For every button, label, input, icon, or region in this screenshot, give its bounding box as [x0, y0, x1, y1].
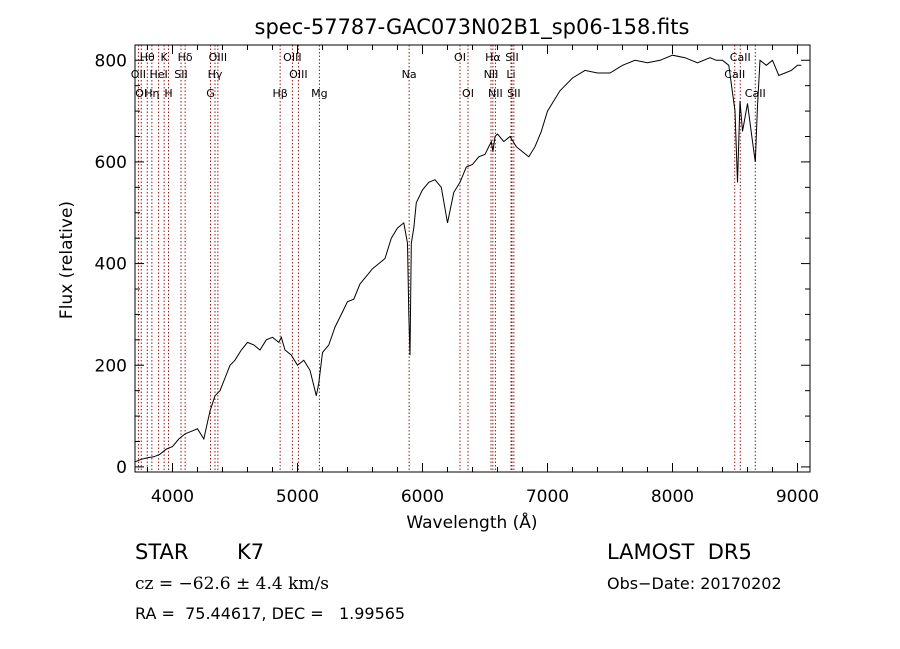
x-tick-label: 9000: [776, 487, 819, 507]
x-tick-label: 7000: [526, 487, 569, 507]
x-tick-label: 4000: [151, 487, 194, 507]
y-axis-ticks: 0 200 400 600 800: [95, 51, 810, 478]
chart-title: spec-57787-GAC073N02B1_sp06-158.fits: [255, 15, 690, 40]
line-marker-label: Li: [506, 68, 515, 81]
survey-name: LAMOST DR5: [607, 540, 752, 564]
line-marker-label: Na: [402, 68, 417, 81]
y-tick-label: 0: [116, 458, 127, 478]
line-marker-label: Hθ: [140, 51, 155, 64]
x-tick-label: 6000: [401, 487, 444, 507]
line-marker-label: SII: [174, 68, 187, 81]
x-tick-label: 8000: [651, 487, 694, 507]
line-marker-label: Hα: [485, 51, 501, 64]
y-tick-label: 400: [95, 255, 127, 275]
velocity: cz = −62.6 ± 4.4 km/s: [135, 574, 329, 594]
line-marker-label: CaII: [724, 68, 745, 81]
line-marker-label: NII: [484, 68, 499, 81]
x-tick-label: 5000: [276, 487, 319, 507]
line-marker-label: OII: [131, 68, 146, 81]
spectrum-line: [134, 54, 802, 463]
line-marker-label: H: [164, 87, 172, 100]
line-marker-label: Hβ: [272, 87, 287, 100]
line-marker-label: Hη: [144, 87, 159, 100]
line-marker-label: HeI: [149, 68, 167, 81]
x-axis-label: Wavelength (Å): [406, 511, 537, 533]
line-marker-label: NII: [488, 87, 503, 100]
line-marker-label: K: [161, 51, 169, 64]
plot-frame: [134, 44, 811, 473]
line-markers: [137, 45, 756, 472]
line-marker-label: Hγ: [208, 68, 223, 81]
y-tick-label: 600: [95, 153, 127, 173]
line-marker-label: G: [206, 87, 215, 100]
line-marker-label: OIII: [209, 51, 227, 64]
line-marker-label: OI: [135, 87, 147, 100]
line-marker-label: SII: [507, 87, 520, 100]
line-marker-labels: OIIOIHθHηHeIKHSIIHδGHγOIIIHβOIIIOIIIMgNa…: [131, 51, 766, 100]
line-marker-label: OIII: [283, 51, 301, 64]
line-marker-label: Mg: [311, 87, 327, 100]
coordinates: RA = 75.44617, DEC = 1.99565: [135, 604, 406, 623]
line-marker-label: SII: [505, 51, 518, 64]
y-axis-label: Flux (relative): [57, 201, 77, 319]
line-marker-label: CaII: [745, 87, 766, 100]
object-class: STAR: [135, 540, 189, 564]
line-marker-label: OIII: [289, 68, 307, 81]
line-marker-label: CaII: [730, 51, 751, 64]
y-tick-label: 200: [95, 356, 127, 376]
obs-date: Obs−Date: 20170202: [607, 574, 782, 593]
x-axis-ticks: 4000 5000 6000 7000 8000 9000: [147, 45, 819, 507]
y-tick-label: 800: [95, 51, 127, 71]
line-marker-label: OI: [462, 87, 474, 100]
line-marker-label: OI: [454, 51, 466, 64]
line-marker-label: Hδ: [178, 51, 193, 64]
subclass: K7: [237, 540, 265, 564]
